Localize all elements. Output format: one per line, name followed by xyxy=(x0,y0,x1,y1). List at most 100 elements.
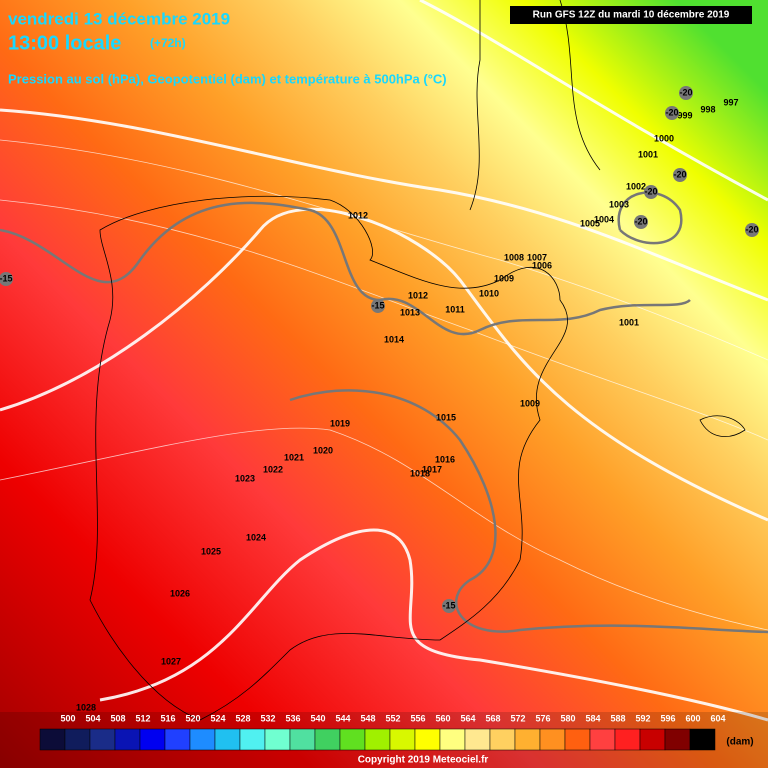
isobar-label: 1007 xyxy=(527,252,547,262)
isobar-label: 1003 xyxy=(609,199,629,209)
isobar-label: 1023 xyxy=(235,473,255,483)
isobar-label: 1009 xyxy=(494,273,514,283)
legend-swatch xyxy=(289,728,316,751)
temperature-isotherms xyxy=(0,191,768,634)
isobar-label: 1000 xyxy=(654,133,674,143)
temperature-label: -20 xyxy=(665,107,678,117)
temperature-label: -15 xyxy=(371,300,384,310)
run-box xyxy=(510,6,752,24)
isobar-label: 1020 xyxy=(313,445,333,455)
temperature-label: -20 xyxy=(673,169,686,179)
legend-swatch xyxy=(164,728,191,751)
temperature-label: -20 xyxy=(634,216,647,226)
legend-value: 512 xyxy=(135,713,150,723)
isobar-label: 1001 xyxy=(619,317,639,327)
legend-swatch xyxy=(639,728,666,751)
isobar-label: 1002 xyxy=(626,181,646,191)
isobar-label: 997 xyxy=(723,97,738,107)
legend-swatch xyxy=(539,728,566,751)
temperature-label: -20 xyxy=(644,186,657,196)
temperature-marker xyxy=(644,185,658,199)
temperature-marker xyxy=(745,223,759,237)
isobar-label: 1011 xyxy=(445,304,465,314)
legend-value: 520 xyxy=(185,713,200,723)
legend-value: 592 xyxy=(635,713,650,723)
temperature-marker xyxy=(0,272,13,286)
temperature-label: -15 xyxy=(0,273,13,283)
legend-swatch xyxy=(439,728,466,751)
isobar-label: 1026 xyxy=(170,588,190,598)
title-lead: (+72h) xyxy=(150,36,186,50)
isobar-label: 1017 xyxy=(422,464,442,474)
isobar-label: 1022 xyxy=(263,464,283,474)
copyright: Copyright 2019 Meteociel.fr xyxy=(358,755,489,766)
isobar-label: 1009 xyxy=(520,398,540,408)
legend-value: 564 xyxy=(460,713,475,723)
temperature-marker xyxy=(371,299,385,313)
legend-value: 500 xyxy=(60,713,75,723)
isobar-label: 998 xyxy=(700,104,715,114)
legend-swatch xyxy=(339,728,366,751)
geopotential-contours xyxy=(0,0,768,720)
legend-value: 568 xyxy=(485,713,500,723)
isobar-label: 1008 xyxy=(504,252,524,262)
isobar-label: 1025 xyxy=(201,546,221,556)
legend-value: 540 xyxy=(310,713,325,723)
legend-value: 544 xyxy=(335,713,350,723)
coastlines xyxy=(89,0,746,721)
legend-swatch xyxy=(689,728,716,751)
legend-swatch xyxy=(264,728,291,751)
isobar-label: 1024 xyxy=(246,532,266,542)
isobar-label: 1001 xyxy=(638,149,658,159)
legend-value: 576 xyxy=(535,713,550,723)
isobar-label: 1014 xyxy=(384,334,404,344)
legend-value: 508 xyxy=(110,713,125,723)
isobar-label: 1012 xyxy=(348,210,368,220)
temperature-marker xyxy=(679,86,693,100)
title-date: vendredi 13 décembre 2019 xyxy=(8,9,230,28)
isobar-label: 1027 xyxy=(161,656,181,666)
legend-value: 548 xyxy=(360,713,375,723)
legend-swatch xyxy=(389,728,416,751)
legend-swatch xyxy=(664,728,691,751)
legend-value: 596 xyxy=(660,713,675,723)
isobar-label: 1028 xyxy=(76,702,96,712)
title-time: 13:00 locale xyxy=(8,32,121,54)
isobar-label: 1015 xyxy=(436,412,456,422)
legend-value: 504 xyxy=(85,713,100,723)
isobar-label: 1006 xyxy=(532,260,552,270)
legend-swatch xyxy=(114,728,141,751)
legend-value: 588 xyxy=(610,713,625,723)
legend-swatch xyxy=(314,728,341,751)
legend-swatch xyxy=(614,728,641,751)
legend-swatch xyxy=(414,728,441,751)
isobars xyxy=(0,139,768,631)
isobar-label: 1012 xyxy=(408,290,428,300)
isobar-label: 999 xyxy=(677,110,692,120)
legend-swatch xyxy=(464,728,491,751)
legend-swatch xyxy=(214,728,241,751)
legend-swatch xyxy=(364,728,391,751)
legend-swatch xyxy=(89,728,116,751)
temperature-marker xyxy=(673,168,687,182)
legend-value: 536 xyxy=(285,713,300,723)
isobar-label: 1013 xyxy=(400,307,420,317)
temperature-marker xyxy=(442,599,456,613)
legend-value: 516 xyxy=(160,713,175,723)
temperature-marker xyxy=(665,106,679,120)
legend-value: 584 xyxy=(585,713,600,723)
temperature-label: -20 xyxy=(679,87,692,97)
temperature-label: -20 xyxy=(745,224,758,234)
legend-swatch xyxy=(489,728,516,751)
legend-value: 556 xyxy=(410,713,425,723)
run-info: Run GFS 12Z du mardi 10 décembre 2019 xyxy=(533,10,730,21)
legend-swatch xyxy=(564,728,591,751)
legend-value: 572 xyxy=(510,713,525,723)
isobar-label: 1010 xyxy=(479,288,499,298)
legend-unit: (dam) xyxy=(726,737,753,748)
legend-value: 524 xyxy=(210,713,225,723)
legend-value: 528 xyxy=(235,713,250,723)
subtitle: Pression au sol (hPa), Geopotentiel (dam… xyxy=(8,71,447,86)
